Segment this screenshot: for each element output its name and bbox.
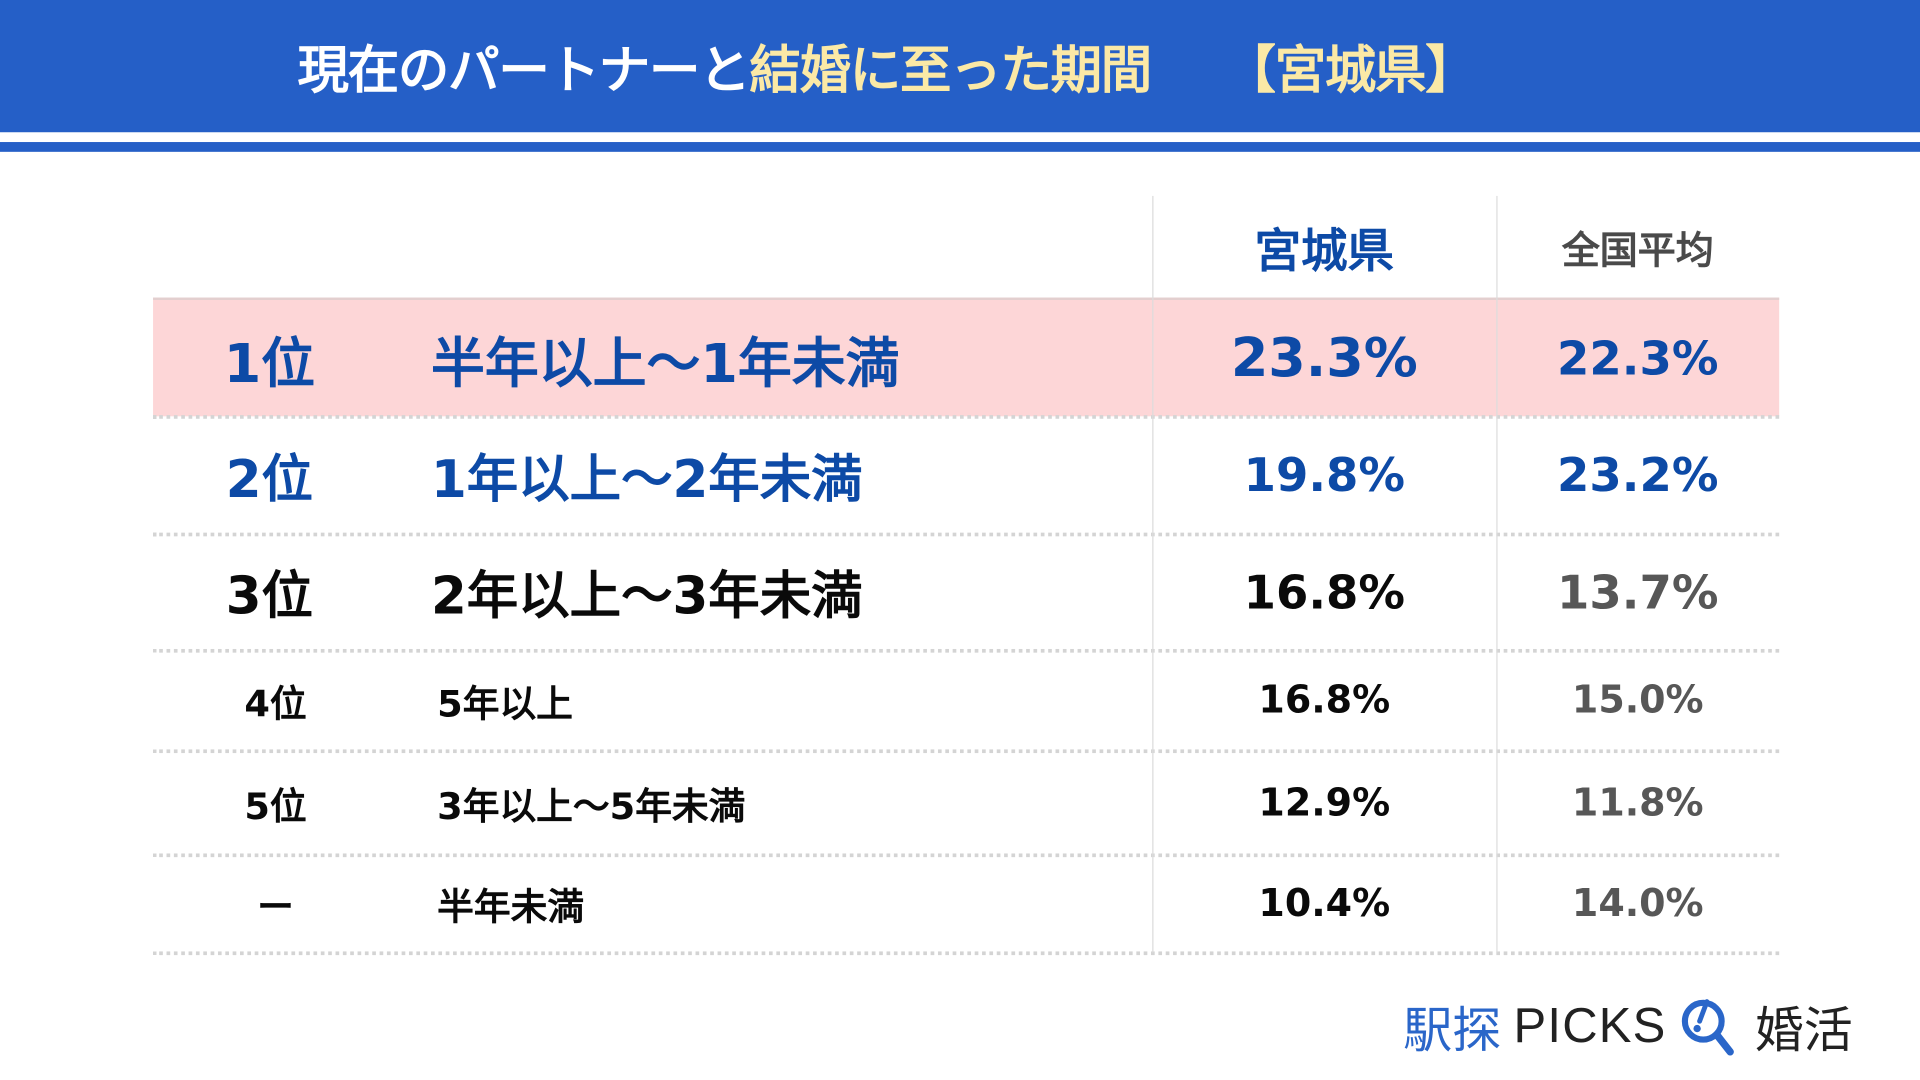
national-value: 22.3% <box>1557 331 1719 386</box>
row-divider <box>153 648 1780 653</box>
period-cell: 1年以上〜2年未満 <box>431 448 863 509</box>
rank-cell: ー <box>257 886 294 930</box>
rank-cell: 3位 <box>225 565 313 626</box>
national-value: 14.0% <box>1571 881 1704 926</box>
rank-cell: 4位 <box>244 683 307 727</box>
logo-brand-jp: 駅探 <box>1403 1002 1502 1060</box>
row-divider <box>153 415 1780 419</box>
column-divider <box>1496 195 1498 953</box>
title-part2: 結婚に至った期間 <box>749 39 1152 100</box>
prefecture-value: 16.8% <box>1258 678 1391 723</box>
row-divider <box>153 749 1780 754</box>
table-row: 1位 半年以上〜1年未満 23.3% 22.3% <box>153 297 1780 419</box>
prefecture-value: 16.8% <box>1243 565 1406 619</box>
period-cell: 2年以上〜3年未満 <box>431 565 863 626</box>
national-value: 23.2% <box>1557 448 1719 503</box>
prefecture-value: 12.9% <box>1258 780 1391 825</box>
table-row: 4位 5年以上 16.8% 15.0% <box>153 650 1780 754</box>
magnifier-icon <box>1681 999 1734 1056</box>
title-part1: 現在のパートナーと <box>297 39 751 100</box>
period-cell: 5年以上 <box>437 683 573 727</box>
ranking-table: 1位 半年以上〜1年未満 23.3% 22.3% 2位 1年以上〜2年未満 19… <box>153 195 1780 956</box>
table-row: 2位 1年以上〜2年未満 19.8% 23.2% <box>153 416 1780 537</box>
national-value: 15.0% <box>1571 678 1704 723</box>
row-divider <box>153 853 1780 858</box>
prefecture-value: 10.4% <box>1258 881 1391 926</box>
period-cell: 半年未満 <box>437 886 585 930</box>
column-divider <box>1152 195 1154 953</box>
table-row: ー 半年未満 10.4% 14.0% <box>153 855 1780 956</box>
period-cell: 3年以上〜5年未満 <box>437 785 746 829</box>
logo-sub: 婚活 <box>1754 1002 1853 1060</box>
page-title: 現在のパートナーと 結婚に至った期間 【宮城県】 <box>0 0 1920 132</box>
table-row: 3位 2年以上〜3年未満 16.8% 13.7% <box>153 534 1780 653</box>
brand-logo: 駅探 PICKS 婚活 <box>1403 989 1852 1062</box>
header-band <box>0 0 1920 133</box>
rank-cell: 1位 <box>223 332 316 395</box>
rank-cell: 5位 <box>244 785 307 829</box>
column-header-prefecture: 宮城県 <box>1254 224 1395 278</box>
table-row: 5位 3年以上〜5年未満 12.9% 11.8% <box>153 751 1780 858</box>
row-divider <box>153 532 1780 537</box>
prefecture-value: 19.8% <box>1243 448 1406 503</box>
row-divider <box>153 951 1780 956</box>
column-header-national: 全国平均 <box>1561 228 1714 274</box>
header-stripe <box>0 142 1920 152</box>
rank-cell: 2位 <box>225 448 313 509</box>
logo-brand-en: PICKS <box>1513 998 1667 1053</box>
title-region-tag: 【宮城県】 <box>1224 39 1476 100</box>
period-cell: 半年以上〜1年未満 <box>431 332 900 395</box>
prefecture-value: 23.3% <box>1230 326 1418 390</box>
national-value: 11.8% <box>1571 780 1704 825</box>
national-value: 13.7% <box>1557 565 1719 619</box>
